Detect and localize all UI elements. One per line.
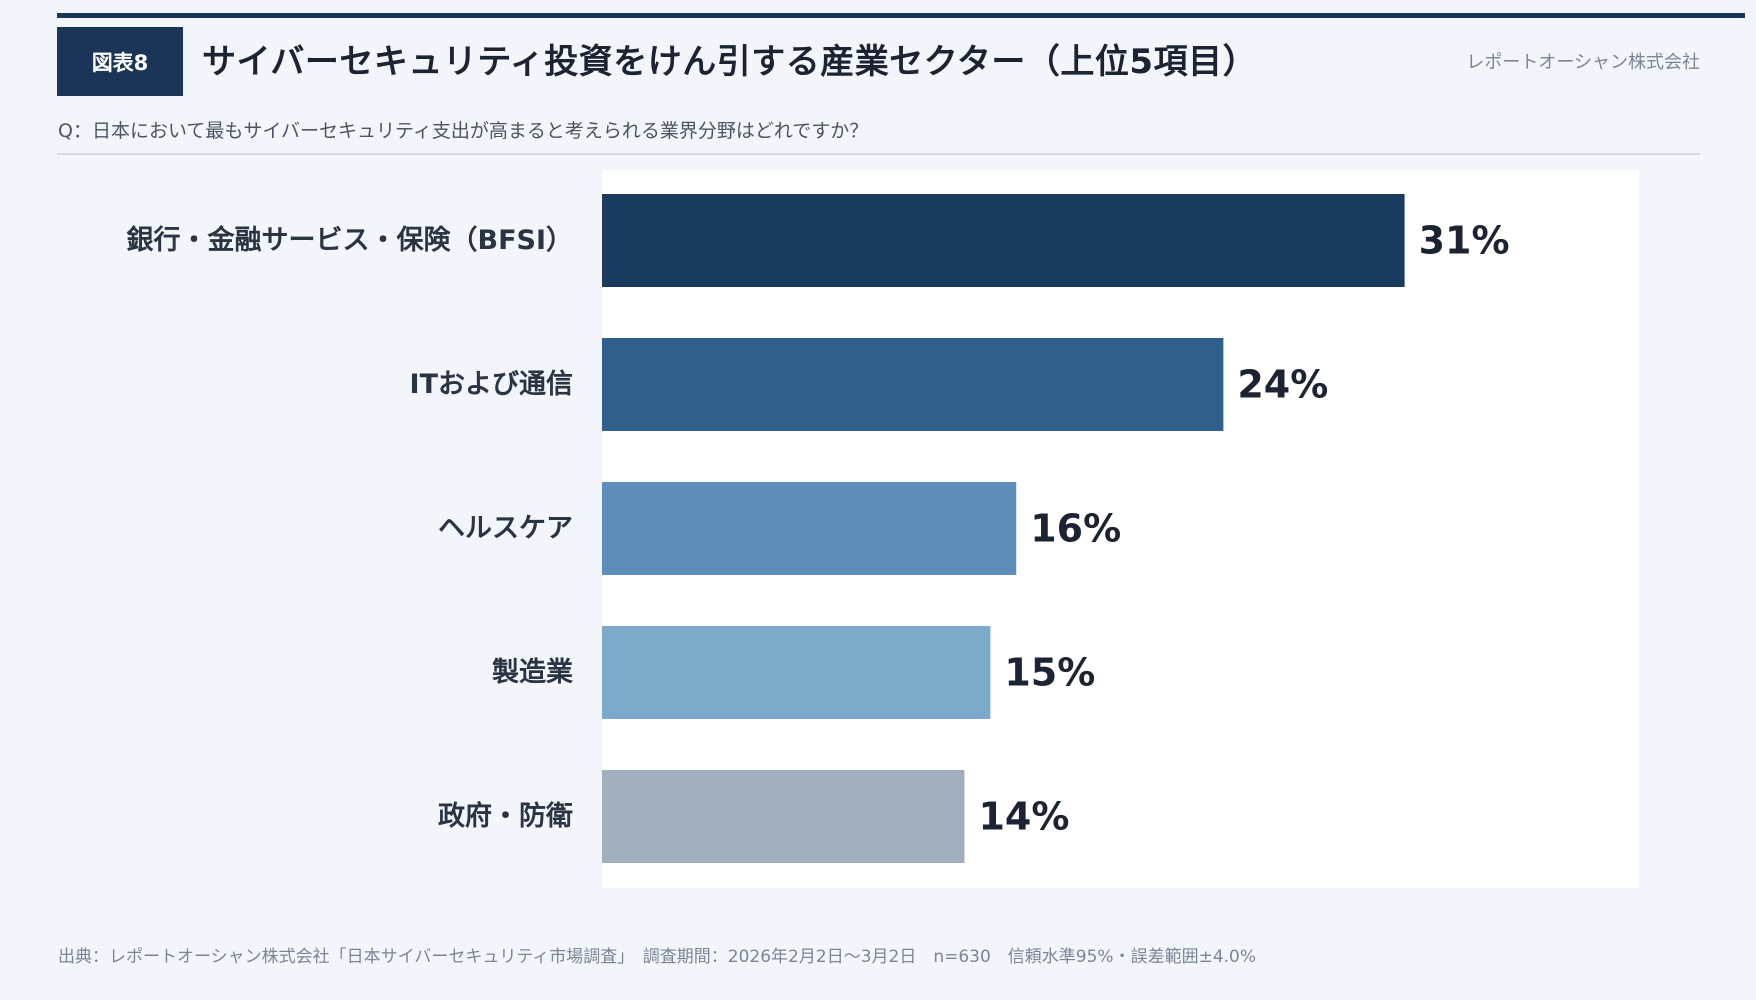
company-name: レポートオーシャン株式会社	[1466, 52, 1700, 73]
value-label-2: 24%	[1237, 363, 1328, 407]
category-label-2: ITおよび通信	[410, 369, 573, 400]
value-label-3: 16%	[1030, 507, 1121, 551]
value-label-1: 31%	[1419, 219, 1510, 263]
bar-1	[602, 194, 1405, 287]
bar-5	[602, 770, 965, 863]
value-label-4: 15%	[1004, 651, 1095, 695]
value-label-5: 14%	[978, 795, 1069, 839]
survey-question: Q：日本において最もサイバーセキュリティ支出が高まると考えられる業界分野はどれで…	[58, 120, 869, 142]
figure-badge: 図表8	[57, 27, 183, 96]
top-rule	[57, 13, 1745, 18]
question-divider	[57, 153, 1700, 155]
bar-3	[602, 482, 1017, 575]
source-footnote: 出典：レポートオーシャン株式会社「日本サイバーセキュリティ市場調査」 調査期間：…	[58, 947, 1257, 967]
category-label-5: 政府・防衛	[438, 800, 573, 832]
bar-4	[602, 626, 991, 719]
category-label-4: 製造業	[492, 657, 573, 688]
bar-2	[602, 338, 1224, 431]
category-label-1: 銀行・金融サービス・保険（BFSI）	[126, 224, 573, 256]
chart-title: サイバーセキュリティ投資をけん引する産業セクター（上位5項目）	[202, 42, 1258, 82]
category-label-3: ヘルスケア	[438, 513, 573, 544]
